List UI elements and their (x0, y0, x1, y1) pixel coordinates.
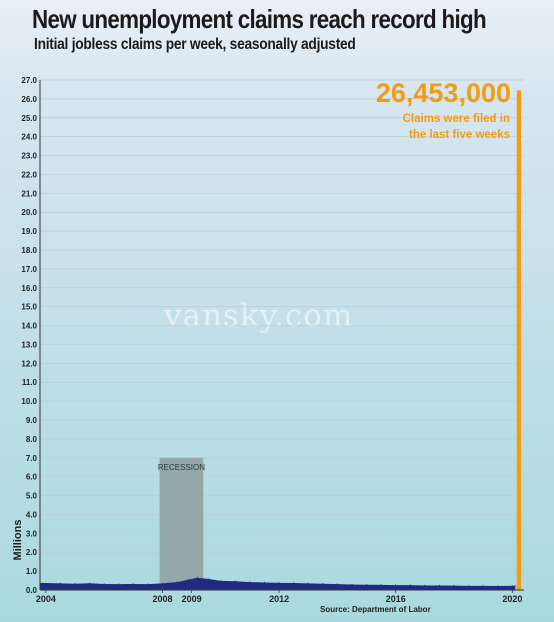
y-tick-label: 3.0 (26, 529, 38, 538)
data-point (196, 577, 199, 579)
recession-label: RECESSION (158, 463, 205, 472)
y-tick-label: 4.0 (26, 510, 38, 519)
x-tick-label: 2008 (152, 594, 172, 604)
y-tick-label: 1.0 (26, 567, 38, 576)
y-tick-label: 7.0 (26, 454, 38, 463)
x-tick-label: 2004 (36, 594, 56, 604)
data-point (278, 582, 280, 584)
data-point (188, 579, 190, 581)
labels: 26,453,000 Claims were filed in the last f… (320, 78, 511, 614)
chart-title: New unemployment claims reach record hig… (32, 4, 487, 34)
y-tick-label: 2.0 (26, 548, 38, 557)
data-point (249, 581, 251, 583)
x-tick-label: 2016 (386, 594, 406, 604)
y-tick-label: 13.0 (21, 340, 37, 349)
recession-rect (159, 457, 204, 590)
y-tick-label: 16.0 (21, 284, 37, 293)
data-point (511, 585, 513, 587)
grid (40, 79, 524, 591)
highlight-note-line: the last five weeks (409, 129, 510, 141)
y-tick-label: 11.0 (22, 378, 38, 387)
data-point (59, 582, 62, 584)
y-tick-label: 17.0 (21, 265, 37, 274)
y-tick-label: 8.0 (26, 435, 38, 444)
y-tick-label: 26.0 (21, 95, 37, 104)
series-group (39, 577, 516, 590)
data-point (263, 581, 266, 584)
data-point (395, 584, 397, 586)
highlight-group (516, 90, 522, 591)
data-point (380, 584, 382, 586)
data-point (497, 585, 499, 587)
data-point (103, 583, 105, 585)
data-point (424, 584, 426, 587)
data-point (234, 580, 236, 582)
series-area (40, 577, 516, 590)
y-tick-label: 21.0 (21, 189, 37, 198)
y-tick-label: 18.0 (21, 246, 37, 255)
data-point (220, 580, 222, 582)
data-point (482, 585, 484, 587)
y-tick-label: 10.0 (21, 397, 37, 406)
data-point (74, 583, 76, 585)
x-tick-label: 2012 (269, 594, 289, 604)
axes: 0.0 1.0 2.0 3.0 4.0 5.0 6.0 7.0 8.0 9.0 10.0 11.0 12… (12, 76, 524, 604)
data-point (336, 583, 338, 585)
y-tick-label: 0.0 (26, 586, 38, 595)
data-point (409, 584, 411, 586)
highlight-value: 26,453,000 (376, 78, 511, 108)
y-tick-label: 27.0 (21, 76, 37, 85)
data-point (453, 585, 455, 587)
y-tick-label: 15.0 (21, 303, 37, 312)
data-point (351, 583, 353, 586)
y-axis-title: Millions (12, 520, 24, 561)
x-tick-label: 2009 (182, 594, 202, 604)
data-point (307, 582, 309, 584)
highlight-bar (516, 90, 522, 591)
y-tick-label: 22.0 (21, 170, 37, 179)
data-point (365, 584, 368, 586)
y-tick-label: 9.0 (26, 416, 38, 425)
data-point (293, 582, 295, 584)
y-tick-label: 20.0 (21, 208, 37, 217)
y-tick-label: 25.0 (21, 114, 37, 123)
y-tick-label: 12.0 (21, 359, 37, 368)
data-point (161, 582, 164, 584)
y-tick-label: 6.0 (26, 473, 38, 482)
y-tick-label: 14.0 (21, 322, 37, 331)
y-tick-label: 24.0 (21, 133, 37, 142)
data-point (176, 581, 178, 583)
y-tick-label: 23.0 (21, 152, 37, 161)
data-point (132, 583, 134, 585)
recession-band: RECESSION (158, 457, 205, 590)
watermark: vansky.com (164, 298, 354, 334)
data-point (88, 582, 91, 584)
source-note: Source: Department of Labor (320, 605, 431, 614)
y-tick-label: 5.0 (26, 492, 38, 501)
data-point (438, 584, 441, 587)
data-point (468, 585, 470, 587)
y-tick-label: 19.0 (21, 227, 37, 236)
data-point (147, 583, 149, 585)
data-point (118, 583, 120, 585)
data-point (322, 583, 324, 585)
x-tick-label: 2020 (502, 594, 522, 604)
data-point (208, 578, 210, 580)
highlight-note-line: Claims were filed in (403, 113, 510, 125)
chart-subtitle: Initial jobless claims per week, seasona… (34, 36, 356, 53)
data-point (514, 585, 516, 587)
